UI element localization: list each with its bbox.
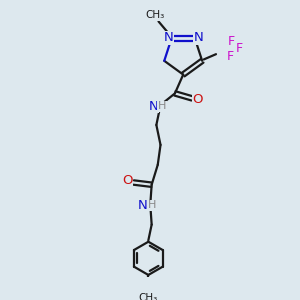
Text: N: N: [148, 100, 158, 112]
Text: O: O: [192, 93, 203, 106]
Text: CH₃: CH₃: [145, 10, 164, 20]
Text: CH₃: CH₃: [139, 292, 158, 300]
Text: N: N: [194, 32, 203, 44]
Text: O: O: [122, 174, 133, 188]
Text: F: F: [236, 42, 242, 55]
Text: H: H: [148, 200, 156, 210]
Text: N: N: [138, 199, 148, 212]
Text: F: F: [226, 50, 233, 63]
Text: F: F: [228, 35, 235, 48]
Text: N: N: [163, 32, 173, 44]
Text: H: H: [158, 101, 166, 111]
